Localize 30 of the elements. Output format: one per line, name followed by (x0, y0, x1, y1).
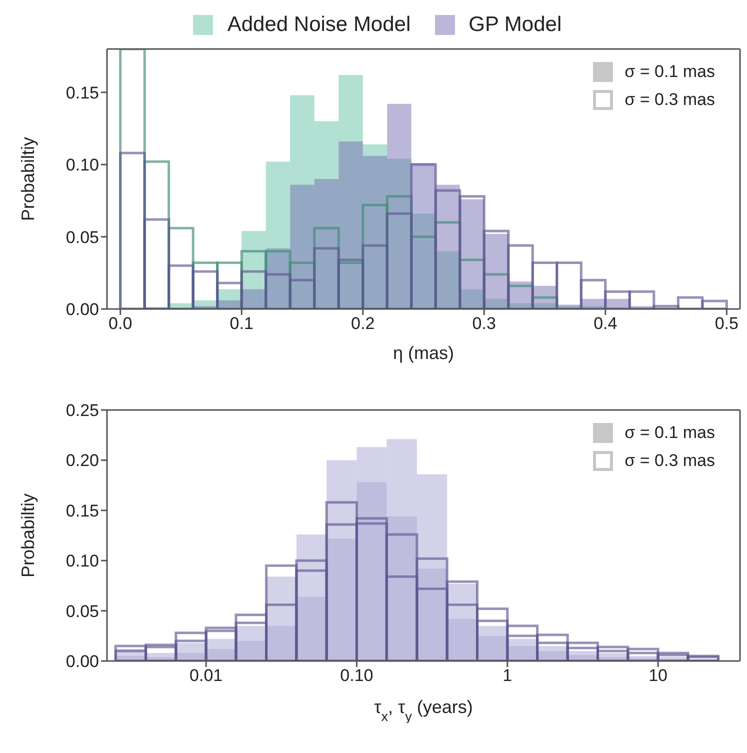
y-tick-label: 0.15 (66, 501, 99, 520)
y-tick-label: 0.15 (66, 83, 99, 102)
x-tick-label: 0.5 (714, 314, 738, 334)
x-tick-label: 0.0 (108, 314, 132, 334)
x-tick-label: 0.1 (230, 314, 254, 334)
y-axis-title: Probabiltiy (18, 493, 38, 578)
legend-label: Added Noise Model (227, 13, 411, 37)
annotation: σ = 0.1 mas (624, 62, 715, 82)
x-tick-label: 0.3 (472, 314, 496, 334)
x-tick-label: 0.4 (594, 314, 618, 334)
y-tick-label: 0.10 (66, 552, 99, 571)
annotation: σ = 0.1 mas (624, 423, 715, 443)
y-tick-label: 0.25 (66, 401, 99, 420)
y-tick-label: 0.05 (66, 228, 99, 247)
y-tick-label: 0.00 (66, 652, 99, 672)
y-tick-label: 0.10 (66, 156, 99, 175)
legend-label: GP Model (468, 13, 562, 37)
x-axis-title: τ$_{x}$, τ$_{y}$ (years) (374, 697, 473, 724)
annotation: σ = 0.3 mas (624, 451, 715, 471)
x-tick-label: 0.2 (351, 314, 375, 334)
annotation: σ = 0.3 mas (624, 90, 715, 110)
y-axis-title: Probabiltiy (18, 136, 38, 222)
x-tick-label: 1 (502, 666, 512, 686)
x-tick-label: 0.10 (340, 666, 374, 686)
x-tick-label: 0.01 (190, 666, 223, 686)
y-tick-label: 0.20 (66, 451, 99, 470)
y-tick-label: 0.05 (66, 602, 99, 621)
x-axis-title: η (mas) (392, 343, 454, 363)
y-tick-label: 0.00 (66, 300, 99, 320)
x-tick-label: 10 (648, 666, 668, 686)
